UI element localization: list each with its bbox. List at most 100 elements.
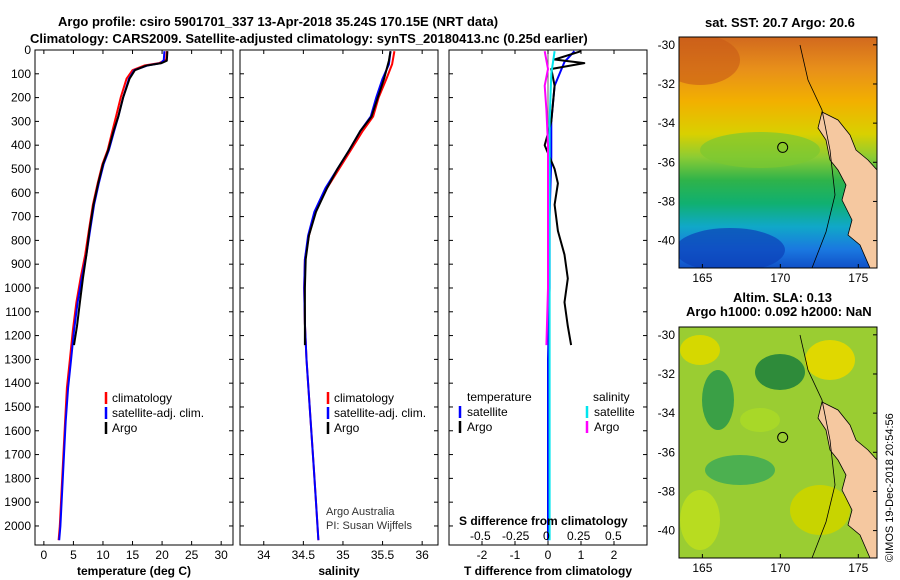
- legend-t-argo-label: Argo: [467, 420, 493, 434]
- series-line-argo: [73, 51, 169, 346]
- y-tick-label: 600: [11, 186, 31, 200]
- profile-panels: 0 5 10 15 20 25 300100200300400500600700800900…: [4, 43, 648, 578]
- y-tick-label: 1100: [5, 305, 31, 319]
- profile-location-marker: [777, 141, 789, 153]
- y-tick-label: 900: [11, 257, 31, 271]
- legend-s-argo-label: Argo: [594, 420, 620, 434]
- x-tick-label: -1: [510, 548, 521, 562]
- s-diff-tick-5: 0.5: [605, 529, 622, 543]
- y-tick-label: 1500: [4, 400, 31, 414]
- x-tick-label: 0: [41, 548, 48, 562]
- x-axis-label: temperature (deg C): [77, 564, 191, 578]
- temperature-legend: climatology satellite-adj. clim. Argo: [104, 391, 204, 435]
- lat-tick-label: -32: [658, 77, 676, 91]
- legend-satellite-label: satellite-adj. clim.: [334, 406, 426, 420]
- series-line-s-satellite: [548, 51, 556, 541]
- series-line-s-argo: [543, 51, 549, 346]
- s-diff-tick-4: 0.25: [567, 529, 591, 543]
- legend-argo-label: Argo: [112, 421, 138, 435]
- lon-tick-label: 175: [848, 271, 868, 285]
- new-zealand-land: [817, 111, 877, 268]
- isobath-contour: [799, 44, 836, 268]
- x-tick-label: 35: [336, 548, 350, 562]
- x-axis-label: salinity: [318, 564, 360, 578]
- x-tick-label: 20: [155, 548, 169, 562]
- y-tick-label: 1400: [4, 376, 31, 390]
- lon-tick-label: 165: [692, 271, 712, 285]
- header-line-1: Argo profile: csiro 5901701_337 13-Apr-2…: [58, 14, 498, 29]
- legend-argo-label: Argo: [334, 421, 360, 435]
- credit-argo-australia: Argo Australia: [326, 506, 395, 518]
- lat-tick-label: -40: [658, 524, 676, 538]
- s-difference-title: S difference from climatology: [459, 514, 628, 528]
- s-diff-tick-1: -0.5: [470, 529, 491, 543]
- sst-map-title: sat. SST: 20.7 Argo: 20.6: [705, 15, 855, 30]
- salinity-legend: climatology satellite-adj. clim. Argo Ar…: [326, 391, 426, 532]
- x-tick-label: 15: [126, 548, 140, 562]
- legend-climatology-label: climatology: [334, 391, 394, 405]
- lat-tick-label: -38: [658, 484, 676, 498]
- x-tick-label: 34: [257, 548, 271, 562]
- x-tick-label: 2: [611, 548, 618, 562]
- isobath-contour: [799, 334, 836, 558]
- lat-tick-label: -32: [658, 367, 676, 381]
- y-tick-label: 0: [24, 43, 31, 57]
- lon-tick-label: 170: [770, 561, 790, 575]
- y-tick-label: 100: [11, 67, 31, 81]
- x-tick-label: 10: [96, 548, 110, 562]
- x-tick-label: 0: [545, 548, 552, 562]
- lat-tick-label: -34: [658, 116, 676, 130]
- lon-tick-label: 165: [692, 561, 712, 575]
- y-tick-label: 400: [11, 138, 31, 152]
- y-tick-label: 1300: [4, 352, 31, 366]
- new-zealand-land: [817, 401, 877, 558]
- sst-map: sat. SST: 20.7 Argo: 20.6 165 170 175 -30 -3…: [658, 15, 878, 285]
- lon-tick-label: 170: [770, 271, 790, 285]
- header-line-2: Climatology: CARS2009. Satellite-adjuste…: [30, 31, 588, 46]
- credit-pi: PI: Susan Wijffels: [326, 520, 412, 532]
- y-tick-label: 1600: [4, 424, 31, 438]
- sla-map: Altim. SLA: 0.13 Argo h1000: 0.092 h2000…: [658, 290, 878, 575]
- y-tick-label: 1200: [4, 329, 31, 343]
- y-tick-label: 1900: [4, 495, 31, 509]
- legend-t-satellite-label: satellite: [467, 405, 508, 419]
- y-tick-label: 200: [11, 91, 31, 105]
- x-tick-label: 1: [578, 548, 585, 562]
- difference-panel: -2 -1 0 1 2 T difference from climatology: [448, 49, 648, 578]
- legend-s-satellite-label: satellite: [594, 405, 635, 419]
- x-axis-label: T difference from climatology: [464, 564, 632, 578]
- series-line-t-argo: [543, 50, 586, 346]
- temperature-panel: 0 5 10 15 20 25 300100200300400500600700800900…: [4, 43, 234, 578]
- imos-credit: ©IMOS 19-Dec-2018 20:54:56: [884, 413, 896, 562]
- legend-temperature-title: temperature: [467, 390, 532, 404]
- x-tick-label: 30: [214, 548, 228, 562]
- legend-satellite-label: satellite-adj. clim.: [112, 406, 204, 420]
- x-tick-label: 36: [415, 548, 429, 562]
- s-diff-tick-3: 0: [543, 529, 550, 543]
- sla-map-title: Altim. SLA: 0.13: [733, 290, 832, 305]
- difference-legend: temperature salinity satellite Argo sate…: [458, 390, 635, 543]
- s-diff-tick-2: -0.25: [502, 529, 530, 543]
- legend-climatology-label: climatology: [112, 391, 172, 405]
- salinity-panel: 34 34.5 35 35.5 36 salinity: [239, 49, 439, 578]
- sla-map-subtitle: Argo h1000: 0.092 h2000: NaN: [686, 304, 872, 319]
- x-tick-label: 5: [70, 548, 77, 562]
- y-tick-label: 1800: [4, 471, 31, 485]
- series-line-satellite-adj-clim-: [303, 51, 392, 541]
- y-tick-label: 700: [11, 210, 31, 224]
- y-tick-label: 300: [11, 114, 31, 128]
- lat-tick-label: -38: [658, 194, 676, 208]
- lat-tick-label: -30: [658, 328, 676, 342]
- x-tick-label: 35.5: [371, 548, 395, 562]
- lat-tick-label: -34: [658, 406, 676, 420]
- lon-tick-label: 175: [848, 561, 868, 575]
- lat-tick-label: -36: [658, 445, 676, 459]
- y-tick-label: 2000: [4, 519, 31, 533]
- y-tick-label: 1700: [4, 448, 31, 462]
- plot-frame: [34, 49, 234, 546]
- y-tick-label: 800: [11, 233, 31, 247]
- series-line-argo: [303, 51, 392, 346]
- profile-location-marker: [777, 431, 789, 443]
- lat-tick-label: -40: [658, 234, 676, 248]
